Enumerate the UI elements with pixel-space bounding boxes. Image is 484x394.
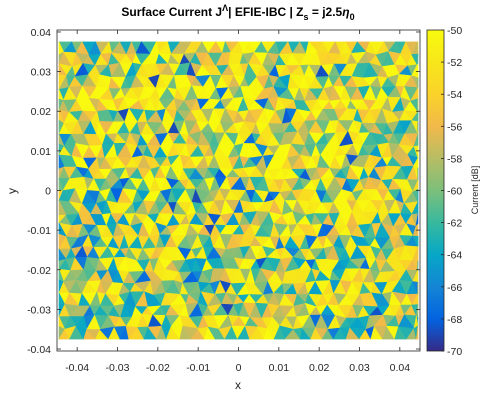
- x-tick-label: 0.02: [309, 362, 330, 374]
- x-tick-label: -0.01: [186, 362, 210, 374]
- colorbar-label: Current [dB]: [470, 166, 480, 215]
- x-tick-label: 0: [236, 362, 242, 374]
- x-tick-label: -0.04: [65, 362, 89, 374]
- colorbar-tick-label: -68: [447, 314, 462, 326]
- y-tick-label: 0.02: [31, 106, 52, 118]
- y-tick-label: -0.04: [27, 344, 51, 356]
- y-tick-label: -0.03: [27, 304, 51, 316]
- y-tick-label: 0.04: [31, 27, 52, 39]
- y-tick-label: -0.01: [27, 225, 51, 237]
- colorbar-tick-label: -56: [447, 121, 462, 133]
- colorbar-tick-label: -52: [447, 57, 462, 69]
- x-tick-label: -0.03: [106, 362, 130, 374]
- colorbar-tick-label: -70: [447, 346, 462, 358]
- y-axis: -0.04 -0.03 -0.02 -0.01 0 0.01 0.02 0.03 0.04: [27, 27, 420, 356]
- colorbar-tick-label: -60: [447, 186, 462, 198]
- y-tick-label: 0.03: [31, 67, 52, 79]
- x-axis-label: x: [235, 378, 241, 392]
- colorbar-tick-label: -54: [447, 89, 462, 101]
- colorbar-tick-label: -66: [447, 282, 462, 294]
- y-tick-label: -0.02: [27, 265, 51, 277]
- x-tick-label: -0.02: [146, 362, 170, 374]
- colorbar-tick-label: -50: [447, 25, 462, 37]
- colorbar-tick-label: -58: [447, 153, 462, 165]
- x-tick-label: 0.01: [269, 362, 290, 374]
- x-tick-label: 0.03: [349, 362, 370, 374]
- mesh-triangle: [415, 325, 419, 340]
- colorbar-tick-label: -64: [447, 250, 462, 262]
- y-tick-label: 0: [45, 186, 51, 198]
- surface-mesh: [58, 41, 419, 341]
- x-tick-label: 0.04: [390, 362, 411, 374]
- colorbar-axis: -50 -52 -54 -56 -58 -60 -62 -64 -66 -68 -70: [441, 25, 462, 358]
- y-axis-label: y: [5, 188, 19, 194]
- chart-title: Surface Current JΛ| EFIE-IBC | Zs = j2.5…: [121, 3, 354, 22]
- y-tick-label: 0.01: [31, 146, 52, 158]
- x-axis: -0.04 -0.03 -0.02 -0.01 0 0.01 0.02 0.03 0.04: [65, 30, 410, 374]
- colorbar-tick-label: -62: [447, 218, 462, 230]
